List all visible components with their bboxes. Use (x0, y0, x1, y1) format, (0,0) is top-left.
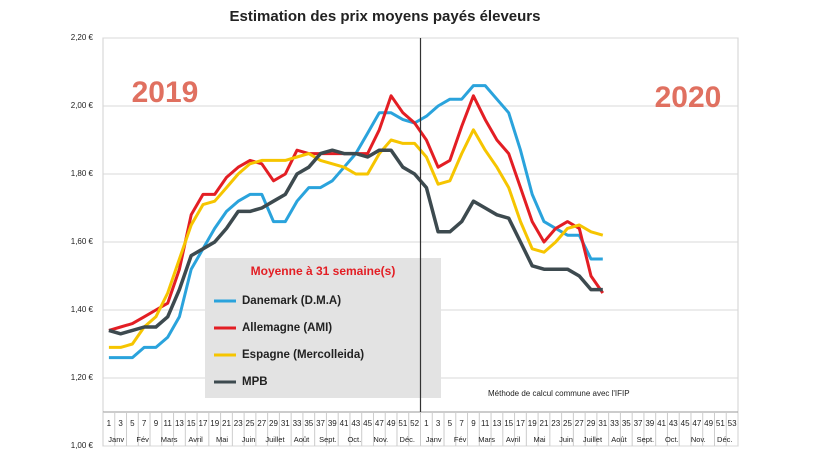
x-tick-label: 25 (246, 419, 255, 428)
x-tick-label: 13 (175, 419, 184, 428)
month-label: Fév (136, 435, 149, 444)
x-tick-label: 29 (587, 419, 596, 428)
x-tick-label: 5 (448, 419, 453, 428)
x-tick-label: 31 (281, 419, 290, 428)
month-label: Janv (426, 435, 442, 444)
x-tick-label: 7 (142, 419, 147, 428)
x-tick-label: 41 (340, 419, 349, 428)
month-label: Août (611, 435, 627, 444)
x-tick-label: 17 (199, 419, 208, 428)
x-tick-label: 35 (304, 419, 313, 428)
month-label: Sept. (319, 435, 337, 444)
month-label: Déc. (400, 435, 415, 444)
x-tick-label: 15 (504, 419, 513, 428)
x-tick-label: 35 (622, 419, 631, 428)
y-tick-label: 1,60 € (71, 237, 94, 246)
x-tick-label: 33 (293, 419, 302, 428)
legend-label: Espagne (Mercolleida) (242, 349, 364, 361)
year-label: 2019 (132, 76, 199, 109)
x-tick-label: 49 (387, 419, 396, 428)
x-tick-label: 27 (257, 419, 266, 428)
x-tick-label: 41 (657, 419, 666, 428)
x-tick-label: 19 (210, 419, 219, 428)
month-label: Juillet (265, 435, 285, 444)
y-tick-label: 1,80 € (71, 169, 94, 178)
month-label: Oct. (347, 435, 361, 444)
chart-title: Estimation des prix moyens payés éleveur… (230, 8, 541, 25)
x-tick-label: 3 (118, 419, 123, 428)
x-tick-label: 9 (154, 419, 159, 428)
x-tick-label: 19 (528, 419, 537, 428)
year-label: 2020 (655, 81, 722, 114)
x-tick-label: 51 (716, 419, 725, 428)
x-tick-label: 52 (410, 419, 419, 428)
legend-label: Danemark (D.M.A) (242, 295, 341, 307)
series-line (108, 148, 603, 336)
y-tick-label: 1,40 € (71, 305, 94, 314)
x-tick-label: 37 (316, 419, 325, 428)
x-tick-label: 11 (481, 419, 490, 428)
x-tick-label: 1 (107, 419, 112, 428)
x-tick-label: 53 (728, 419, 737, 428)
x-tick-label: 43 (669, 419, 678, 428)
month-label: Avril (188, 435, 203, 444)
x-tick-label: 45 (363, 419, 372, 428)
note: Méthode de calcul commune avec l'IFIP (488, 389, 630, 398)
x-tick-label: 21 (540, 419, 549, 428)
y-tick-label: 2,20 € (71, 33, 94, 42)
legend-label: MPB (242, 376, 268, 388)
month-label: Mars (478, 435, 495, 444)
x-tick-label: 47 (692, 419, 701, 428)
month-label: Juin (559, 435, 573, 444)
x-tick-label: 15 (187, 419, 196, 428)
x-tick-label: 27 (575, 419, 584, 428)
x-tick-label: 39 (328, 419, 337, 428)
x-tick-label: 51 (398, 419, 407, 428)
month-label: Oct. (665, 435, 679, 444)
month-label: Mai (216, 435, 228, 444)
legend-box (205, 258, 441, 398)
month-label: Fév (454, 435, 467, 444)
x-tick-label: 37 (634, 419, 643, 428)
x-tick-label: 21 (222, 419, 231, 428)
x-tick-label: 33 (610, 419, 619, 428)
x-tick-label: 13 (492, 419, 501, 428)
month-label: Août (294, 435, 310, 444)
x-tick-label: 17 (516, 419, 525, 428)
month-label: Nov. (373, 435, 388, 444)
y-tick-label: 1,20 € (71, 373, 94, 382)
x-tick-label: 1 (424, 419, 429, 428)
series-line (108, 128, 604, 349)
month-label: Avril (506, 435, 521, 444)
month-label: Janv (108, 435, 124, 444)
x-tick-label: 39 (645, 419, 654, 428)
x-tick-label: 3 (436, 419, 441, 428)
x-tick-label: 25 (563, 419, 572, 428)
x-tick-label: 11 (164, 419, 173, 428)
x-tick-label: 45 (681, 419, 690, 428)
legend-label: Allemagne (AMI) (242, 322, 332, 334)
month-label: Déc. (717, 435, 732, 444)
y-tick-label: 1,00 € (71, 441, 94, 450)
x-tick-label: 9 (471, 419, 476, 428)
x-tick-label: 7 (459, 419, 464, 428)
month-label: Mai (534, 435, 546, 444)
x-tick-label: 49 (704, 419, 713, 428)
month-label: Sept. (637, 435, 655, 444)
month-label: Juillet (583, 435, 603, 444)
x-tick-label: 5 (130, 419, 135, 428)
x-tick-label: 29 (269, 419, 278, 428)
x-tick-label: 23 (234, 419, 243, 428)
x-tick-label: 31 (598, 419, 607, 428)
month-label: Juin (242, 435, 256, 444)
month-label: Nov. (691, 435, 706, 444)
x-tick-label: 23 (551, 419, 560, 428)
month-label: Mars (161, 435, 178, 444)
x-tick-label: 47 (375, 419, 384, 428)
x-tick-label: 43 (351, 419, 360, 428)
legend-title: Moyenne à 31 semaine(s) (251, 264, 396, 278)
y-tick-label: 2,00 € (71, 101, 94, 110)
